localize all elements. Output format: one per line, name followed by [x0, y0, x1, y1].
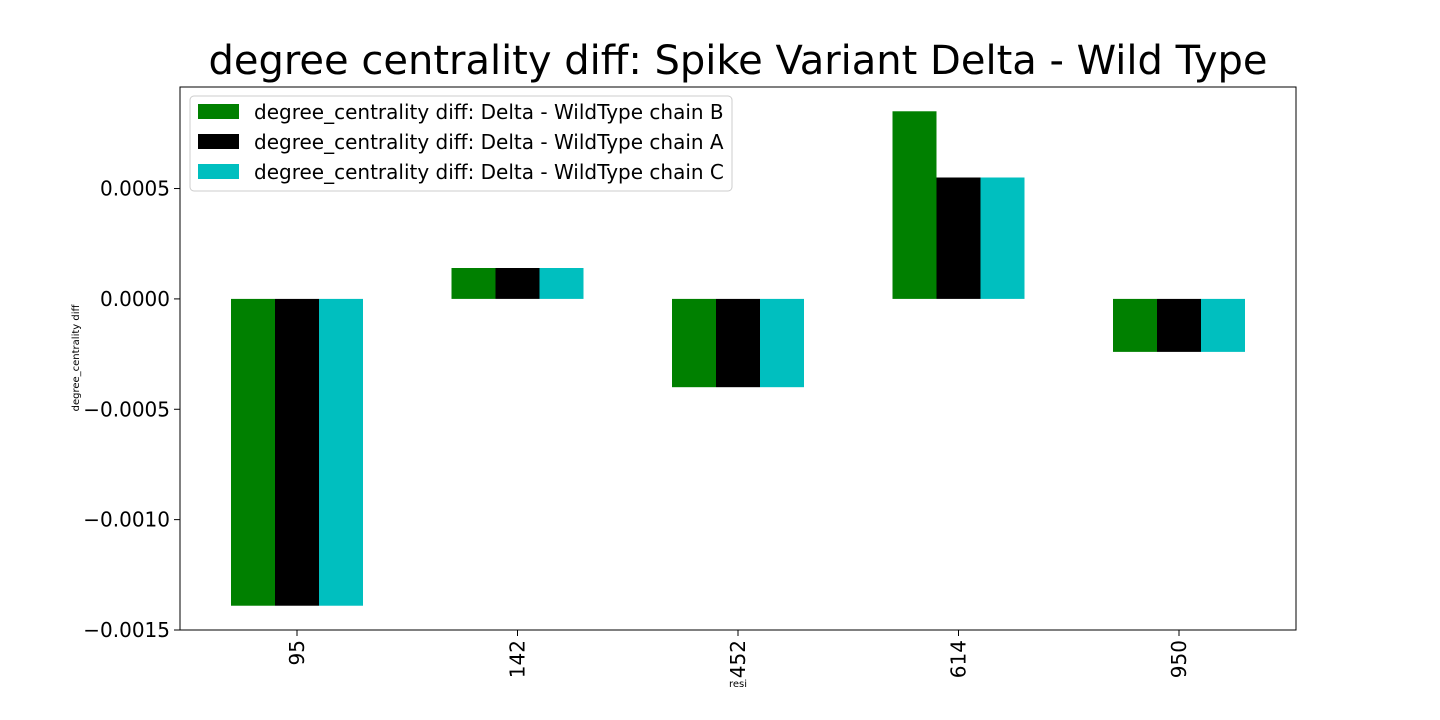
y-axis: 0.0005 0.0000 −0.0005 −0.0010 −0.0015 [83, 177, 180, 642]
bar-95-series-2 [275, 298, 319, 606]
bar-95-series-1 [231, 298, 275, 606]
bar-614-series-1 [892, 111, 937, 299]
x-tick-label: 142 [506, 640, 530, 678]
bar-142-series-1 [451, 268, 496, 299]
x-tick-label: 452 [726, 640, 750, 678]
bar-142-series-3 [539, 268, 584, 299]
bar-950-series-1 [1113, 298, 1157, 352]
legend-label: degree_centrality diff: Delta - WildType… [254, 160, 724, 184]
x-tick-label: 950 [1167, 640, 1191, 678]
y-tick-label: 0.0000 [100, 287, 170, 311]
legend: degree_centrality diff: Delta - WildType… [189, 95, 733, 192]
x-tick-label: 614 [947, 640, 971, 678]
bar-452-series-1 [672, 298, 716, 388]
y-tick-label: −0.0010 [83, 508, 170, 532]
legend-swatch [198, 164, 239, 179]
legend-swatch [198, 104, 239, 119]
bar-614-series-3 [980, 177, 1025, 299]
bar-95-series-3 [319, 298, 363, 606]
bar-452-series-2 [716, 298, 760, 388]
x-axis-label: resi [729, 679, 747, 690]
bar-452-series-3 [760, 298, 804, 388]
bar-950-series-3 [1201, 298, 1245, 352]
y-tick-label: −0.0005 [83, 397, 170, 421]
bar-614-series-2 [936, 177, 981, 299]
y-tick-label: −0.0015 [83, 618, 170, 642]
x-axis: 95 142 452 614 950 [285, 630, 1191, 678]
legend-label: degree_centrality diff: Delta - WildType… [254, 100, 724, 124]
legend-swatch [198, 134, 239, 149]
chart-title: degree centrality diff: Spike Variant De… [208, 38, 1268, 84]
bars-layer [231, 111, 1245, 606]
bar-950-series-2 [1157, 298, 1201, 352]
x-tick-label: 95 [285, 640, 309, 665]
y-axis-label: degree_centrality diff [71, 304, 82, 412]
legend-frame [189, 95, 733, 192]
legend-label: degree_centrality diff: Delta - WildType… [254, 130, 724, 154]
y-tick-label: 0.0005 [100, 177, 170, 201]
bar-142-series-2 [495, 268, 540, 299]
